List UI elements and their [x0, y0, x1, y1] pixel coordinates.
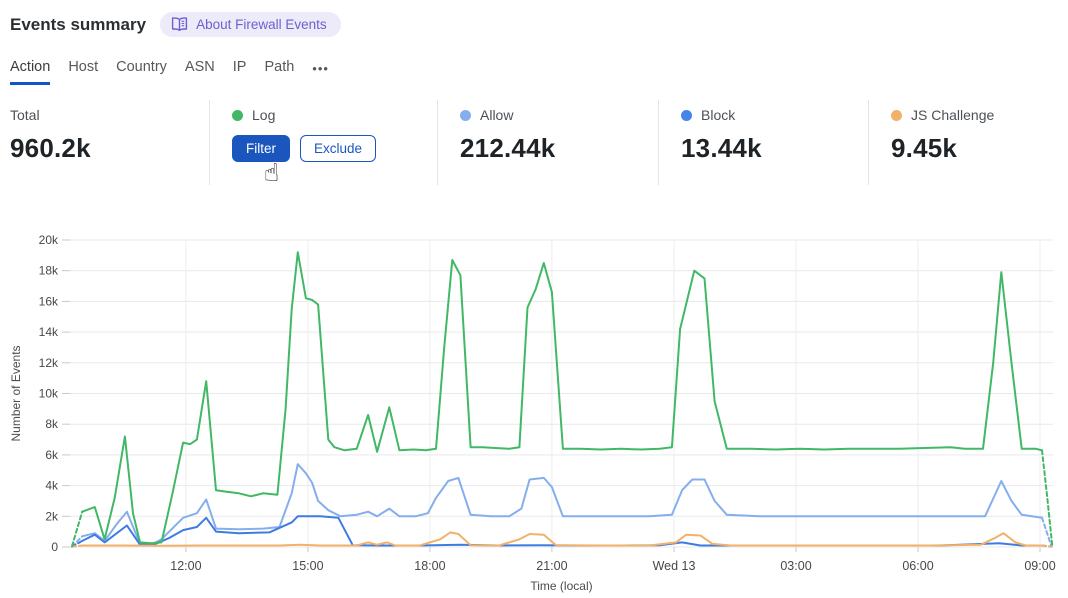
stat-allow-value: 212.44k [460, 133, 556, 163]
events-time-series-chart: 0 2k 4k 6k 8k 10k 12k 14k 16k 18k 20k 12:00 15:00 18:… [0, 230, 1068, 598]
block-series-line [81, 515, 1043, 547]
tab-host[interactable]: Host [68, 59, 99, 75]
filter-button[interactable]: Filter [232, 135, 290, 162]
about-firewall-events-badge[interactable]: About Firewall Events [160, 12, 341, 37]
svg-text:20k: 20k [39, 233, 59, 247]
stat-log[interactable]: Log Filter Exclude [209, 100, 437, 185]
log-series-dashed-segment [1041, 449, 1054, 547]
allow-series-line [81, 463, 1043, 546]
svg-text:8k: 8k [45, 417, 59, 431]
log-legend-dot [232, 109, 243, 121]
svg-text:4k: 4k [45, 479, 59, 493]
summary-tabs: Action Host Country ASN IP Path ••• [10, 59, 329, 85]
svg-text:18:00: 18:00 [414, 559, 445, 573]
block-legend-dot [681, 109, 692, 121]
tab-action[interactable]: Action [10, 59, 51, 85]
allow-legend-dot [460, 109, 471, 121]
allow-series-dashed-segment [1041, 516, 1053, 548]
stats-row: Total 960.2k Log Filter Exclude Allow 21… [0, 100, 1068, 185]
allow-series [71, 463, 1053, 548]
tab-country[interactable]: Country [116, 59, 167, 75]
page-header: Events summary About Firewall Events [10, 12, 341, 37]
block-series [71, 515, 1053, 548]
log-series-dashed-segment [71, 510, 84, 548]
stat-total-value: 960.2k [10, 133, 91, 163]
svg-text:10k: 10k [39, 387, 59, 401]
svg-text:Number of Events: Number of Events [9, 345, 23, 441]
stat-block[interactable]: Block 13.44k [658, 100, 868, 185]
stat-total: Total 960.2k [0, 100, 209, 185]
svg-text:09:00: 09:00 [1024, 559, 1055, 573]
about-badge-label: About Firewall Events [196, 17, 327, 32]
stat-js-challenge-value: 9.45k [891, 133, 958, 163]
book-icon [171, 17, 188, 32]
tabs-more-button[interactable]: ••• [312, 61, 329, 76]
exclude-button[interactable]: Exclude [300, 135, 377, 162]
js-challenge-series [71, 531, 1053, 548]
svg-text:12:00: 12:00 [170, 559, 201, 573]
svg-text:12k: 12k [39, 356, 59, 370]
svg-text:03:00: 03:00 [780, 559, 811, 573]
tab-asn[interactable]: ASN [184, 59, 215, 75]
svg-text:06:00: 06:00 [902, 559, 933, 573]
js-challenge-series-dashed-segment [71, 544, 84, 548]
stat-total-label: Total [10, 107, 40, 123]
js-challenge-series-line [81, 531, 1043, 547]
events-chart-svg: 0 2k 4k 6k 8k 10k 12k 14k 16k 18k 20k 12:00 15:00 18:… [9, 233, 1056, 593]
stat-js-challenge-label: JS Challenge [911, 107, 995, 123]
js-challenge-legend-dot [891, 109, 902, 121]
svg-text:14k: 14k [39, 325, 59, 339]
tab-path[interactable]: Path [264, 59, 295, 75]
stat-block-label: Block [701, 107, 736, 123]
svg-text:0: 0 [51, 540, 58, 554]
svg-text:2k: 2k [45, 509, 59, 523]
log-series [71, 251, 1054, 548]
svg-text:Wed 13: Wed 13 [653, 559, 696, 573]
svg-text:18k: 18k [39, 264, 59, 278]
tab-ip[interactable]: IP [232, 59, 247, 75]
js-challenge-series-dashed-segment [1041, 544, 1053, 548]
svg-text:15:00: 15:00 [292, 559, 323, 573]
stat-allow[interactable]: Allow 212.44k [437, 100, 658, 185]
svg-text:Time (local): Time (local) [530, 579, 592, 593]
svg-text:16k: 16k [39, 294, 59, 308]
log-series-line [81, 251, 1043, 545]
page-title: Events summary [10, 14, 147, 34]
stat-log-label: Log [252, 107, 276, 123]
svg-text:21:00: 21:00 [536, 559, 567, 573]
stat-js-challenge[interactable]: JS Challenge 9.45k [868, 100, 1068, 185]
stat-block-value: 13.44k [681, 133, 762, 163]
gridlines-and-axes: 0 2k 4k 6k 8k 10k 12k 14k 16k 18k 20k 12:00 15:00 18:… [9, 233, 1056, 593]
stat-allow-label: Allow [480, 107, 514, 123]
svg-text:6k: 6k [45, 448, 59, 462]
